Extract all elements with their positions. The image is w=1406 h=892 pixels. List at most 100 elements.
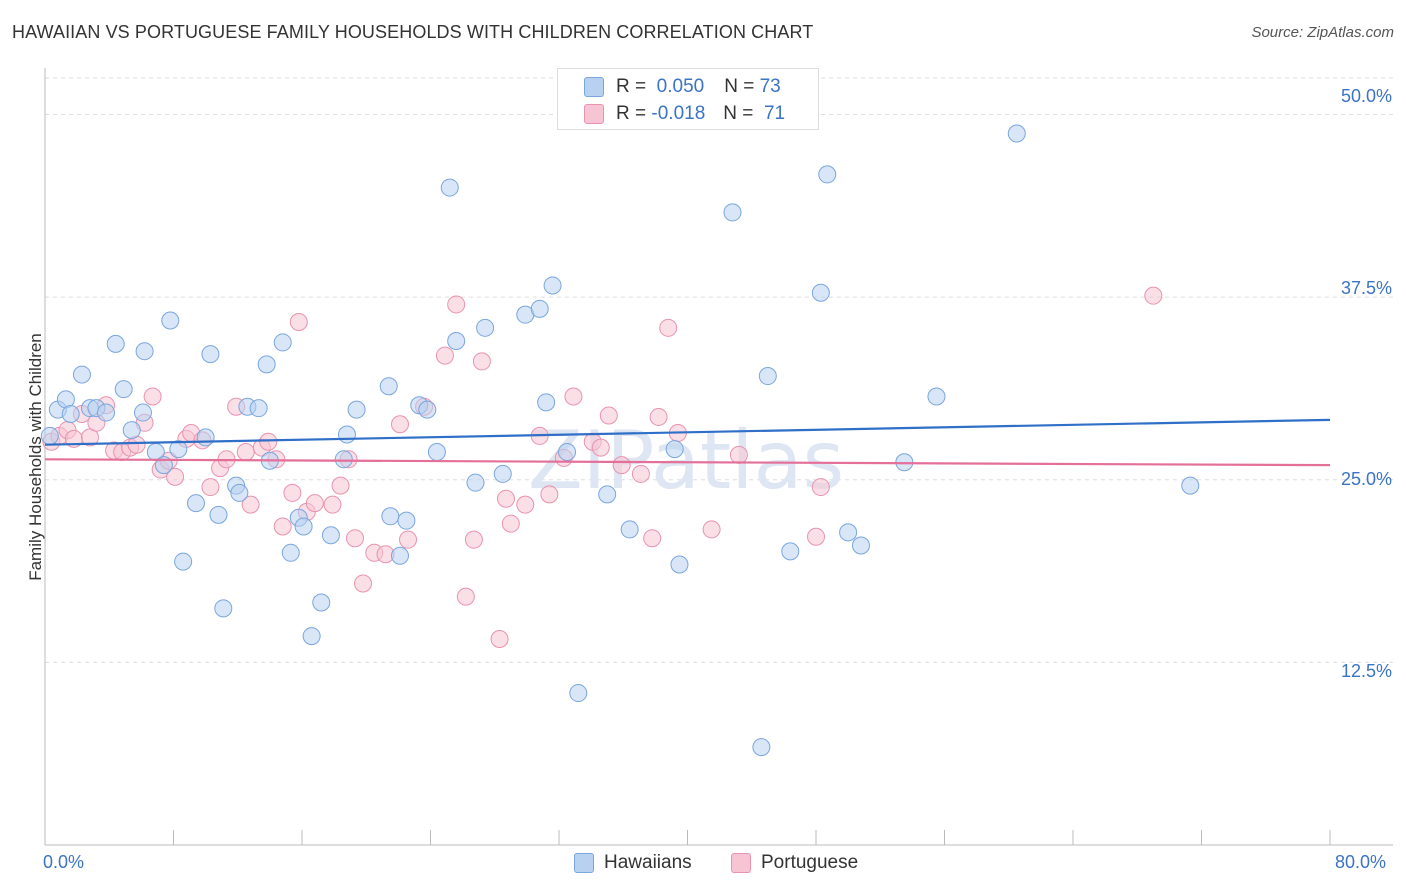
portuguese-point	[643, 529, 662, 548]
portuguese-point	[435, 346, 454, 365]
hawaiians-point	[476, 318, 495, 337]
hawaiians-point	[174, 552, 193, 571]
portuguese-point	[456, 587, 475, 606]
stats-row-portuguese: R = -0.018 N = 71	[584, 102, 785, 126]
hawaiians-point	[752, 738, 771, 757]
hawaiians-point	[418, 400, 437, 419]
portuguese-point	[612, 456, 631, 475]
hawaiians-point	[230, 483, 249, 502]
hawaiians-point	[106, 334, 125, 353]
portuguese-point	[447, 295, 466, 314]
r-label: R =	[616, 103, 647, 124]
hawaiians-point	[186, 494, 205, 513]
hawaiians-point	[1007, 124, 1026, 143]
hawaiians-point	[543, 276, 562, 295]
hawaiians-point	[723, 203, 742, 222]
hawaiians-point	[135, 342, 154, 361]
portuguese-point	[346, 529, 365, 548]
hawaiians-point	[851, 536, 870, 555]
portuguese-point	[399, 530, 418, 549]
r-label: R =	[616, 76, 647, 97]
hawaiians-point	[161, 311, 180, 330]
portuguese-point	[1144, 286, 1163, 305]
hawaiians-point	[302, 627, 321, 646]
portuguese-point	[464, 530, 483, 549]
hawaiians-point	[201, 345, 220, 364]
hawaiians-point	[665, 440, 684, 459]
portuguese-trend-line	[44, 458, 1331, 467]
legend-item-portuguese[interactable]: Portuguese	[731, 852, 858, 874]
gridlines	[45, 77, 1393, 663]
hawaiians-point	[537, 393, 556, 412]
hawaiians-point	[114, 380, 133, 399]
hawaiians-point	[598, 485, 617, 504]
hawaiians-point	[294, 517, 313, 536]
source-note: Source: ZipAtlas.com	[1251, 24, 1394, 41]
portuguese-point	[564, 387, 583, 406]
portuguese-point	[472, 352, 491, 371]
legend-item-hawaiians[interactable]: Hawaiians	[574, 852, 692, 874]
hawaiians-point	[447, 331, 466, 350]
hawaiians-point	[381, 507, 400, 526]
hawaiians-point	[209, 505, 228, 524]
hawaiians-point	[758, 367, 777, 386]
r-value: 0.050	[656, 76, 705, 97]
hawaiians-point	[257, 355, 276, 374]
watermark: ZIPatlas	[528, 414, 844, 507]
hawaiians-point	[1181, 476, 1200, 495]
portuguese-point	[659, 318, 678, 337]
hawaiians-point	[347, 400, 366, 419]
portuguese-point	[729, 445, 748, 464]
portuguese-point	[166, 467, 185, 486]
n-label: N =	[723, 103, 754, 124]
portuguese-point	[516, 495, 535, 514]
portuguese-point	[241, 495, 260, 514]
portuguese-point	[490, 630, 509, 649]
portuguese-point	[283, 483, 302, 502]
stats-row-hawaiians: R = 0.050 N = 73	[584, 75, 781, 99]
legend-label-hawaiians: Hawaiians	[604, 852, 692, 873]
hawaiians-point	[273, 333, 292, 352]
hawaiians-point	[61, 405, 80, 424]
hawaiians-point	[312, 593, 331, 612]
hawaiians-point	[196, 428, 215, 447]
hawaiians-swatch	[584, 77, 604, 97]
hawaiians-point	[839, 523, 858, 542]
hawaiians-point	[321, 526, 340, 545]
series-legend: Hawaiians Portuguese	[0, 852, 1406, 878]
portuguese-point	[354, 574, 373, 593]
x-tick-label-right: 80.0%	[1335, 852, 1387, 872]
portuguese-point	[631, 464, 650, 483]
hawaiians-point	[97, 403, 116, 422]
hawaiians-point	[440, 178, 459, 197]
portuguese-point	[811, 478, 830, 497]
hawaiians-point	[334, 450, 353, 469]
hawaiians-point	[397, 511, 416, 530]
hawaiians-point	[569, 684, 588, 703]
portuguese-point	[331, 476, 350, 495]
portuguese-point	[236, 443, 255, 462]
axes	[44, 68, 1393, 846]
hawaiians-point	[466, 473, 485, 492]
hawaiians-point	[249, 399, 268, 418]
y-tick-label-12-5: 12.5%	[1340, 661, 1392, 681]
portuguese-point	[599, 406, 618, 425]
portuguese-swatch	[584, 104, 604, 124]
portuguese-point	[501, 514, 520, 533]
hawaiians-point	[781, 542, 800, 561]
y-tick-label-25: 25.0%	[1340, 469, 1392, 489]
hawaiians-point	[530, 299, 549, 318]
portuguese-point	[201, 478, 220, 497]
portuguese-point	[259, 432, 278, 451]
hawaiians-point	[390, 546, 409, 565]
portuguese-point	[649, 407, 668, 426]
hawaiians-point	[620, 520, 639, 539]
chart-title: HAWAIIAN VS PORTUGUESE FAMILY HOUSEHOLDS…	[12, 22, 814, 42]
hawaiians-point	[40, 426, 59, 445]
hawaiians-point	[811, 283, 830, 302]
hawaiians-point	[818, 165, 837, 184]
stats-legend: R = 0.050 N = 73 R = -0.018 N = 71	[557, 68, 819, 130]
portuguese-point	[807, 527, 825, 546]
portuguese-point	[323, 495, 342, 514]
portuguese-points	[42, 286, 1163, 649]
